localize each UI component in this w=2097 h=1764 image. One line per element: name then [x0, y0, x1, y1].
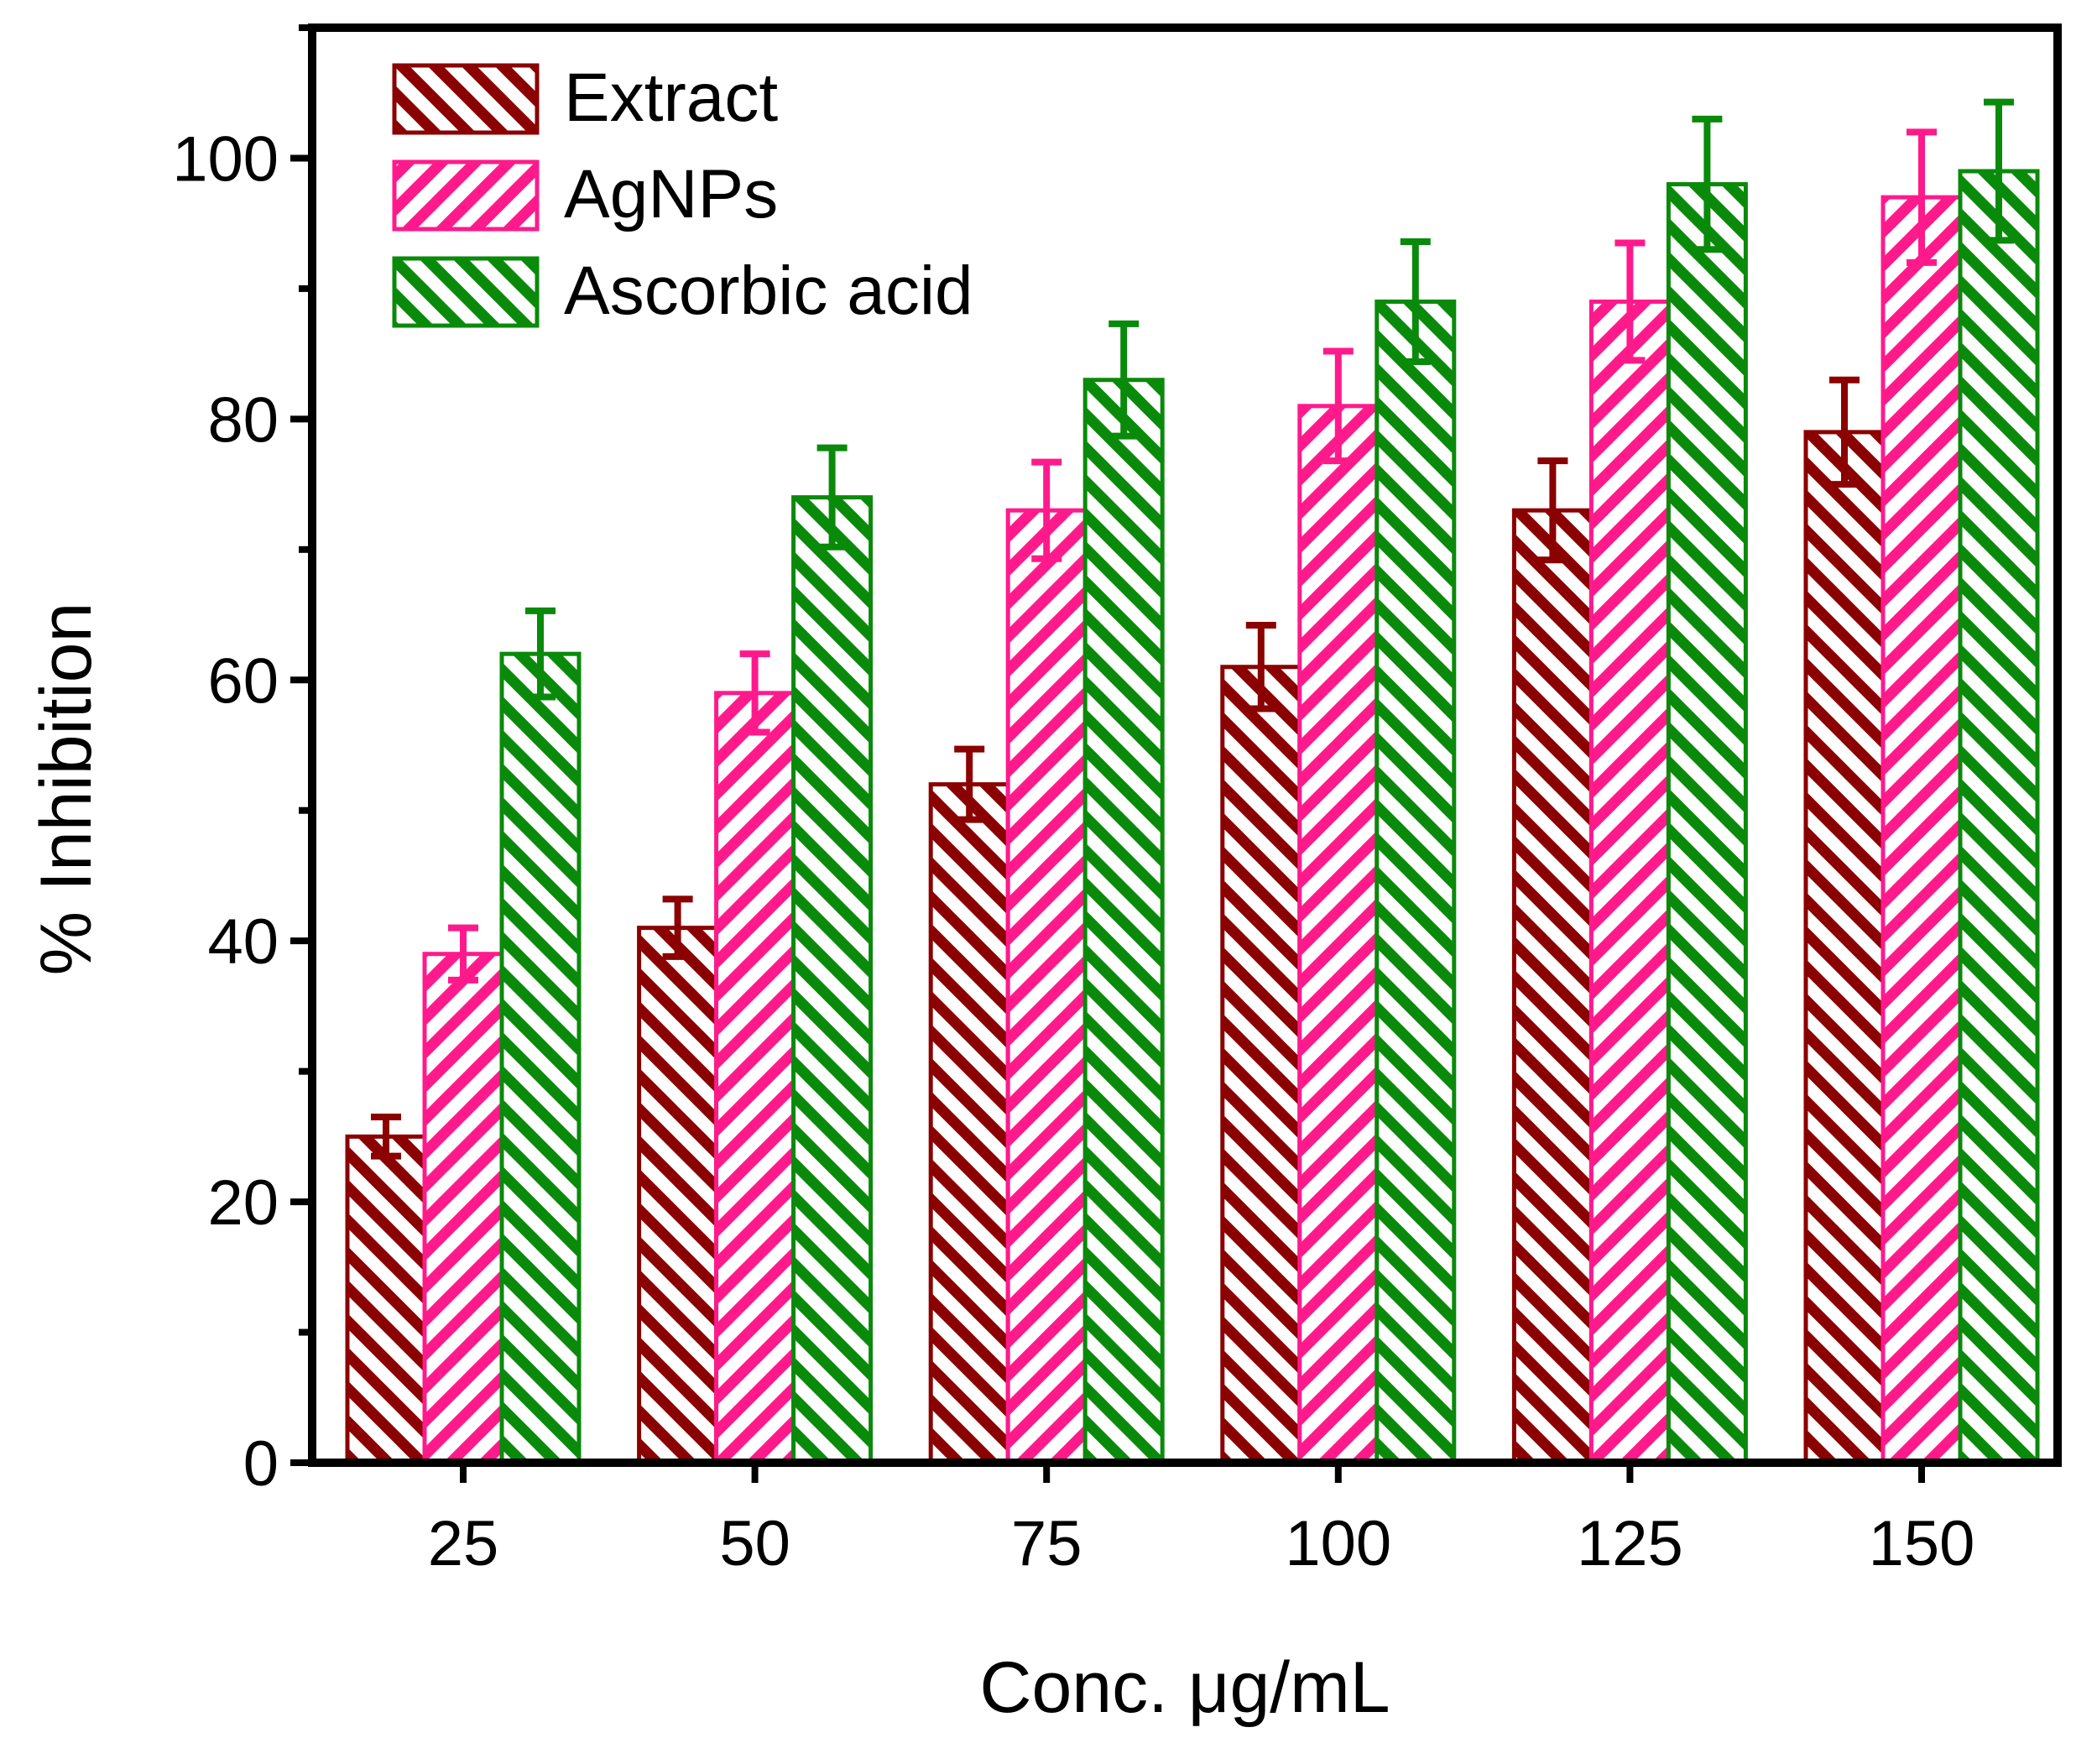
- bar-extract-50: [637, 926, 719, 1465]
- y-axis-title: % Inhibition: [26, 603, 107, 976]
- bar-ascorbic-acid-75: [1082, 378, 1165, 1465]
- error-bar-ascorbic-acid-25: [525, 607, 556, 701]
- x-tick-label-100: 100: [1285, 1508, 1391, 1579]
- x-axis-ticks: 25 50 75 100 125 150: [428, 1463, 1975, 1579]
- error-bar-agnps-125: [1614, 239, 1646, 364]
- error-bar-agnps-25: [448, 924, 478, 984]
- bar-agnps-50: [714, 691, 796, 1465]
- y-tick-label-100: 100: [172, 123, 279, 195]
- bar-ascorbic-acid-150: [1958, 169, 2040, 1465]
- error-bar-agnps-50: [739, 650, 770, 736]
- error-bar-agnps-150: [1907, 128, 1937, 266]
- bars-layer: [345, 169, 2040, 1465]
- bar-extract-100: [1220, 665, 1302, 1465]
- bar-agnps-25: [422, 952, 504, 1465]
- error-bar-ascorbic-acid-75: [1108, 320, 1140, 440]
- plot-frame: [308, 23, 2062, 1467]
- bar-extract-125: [1511, 508, 1594, 1465]
- error-bar-agnps-75: [1031, 458, 1062, 562]
- legend-label-agnps: AgNPs: [564, 156, 778, 232]
- error-bars-layer: [371, 98, 2014, 1160]
- bar-agnps-100: [1297, 404, 1380, 1465]
- error-bar-ascorbic-acid-125: [1692, 115, 1723, 253]
- bar-extract-150: [1803, 430, 1886, 1465]
- y-tick-label-60: 60: [207, 645, 279, 717]
- legend-swatch-agnps: [392, 159, 540, 232]
- bar-agnps-125: [1588, 299, 1671, 1465]
- y-tick-label-80: 80: [207, 384, 279, 456]
- error-bar-extract-50: [662, 895, 693, 960]
- error-bar-ascorbic-acid-50: [816, 444, 848, 551]
- x-tick-label-125: 125: [1577, 1508, 1683, 1579]
- y-tick-label-20: 20: [207, 1167, 279, 1239]
- x-tick-label-25: 25: [428, 1508, 499, 1579]
- y-axis-ticks: 0 20 40 60 80 100: [172, 24, 312, 1500]
- bar-ascorbic-acid-25: [499, 651, 582, 1465]
- x-tick-label-50: 50: [719, 1508, 790, 1579]
- bar-agnps-150: [1881, 195, 1963, 1465]
- bar-agnps-75: [1005, 508, 1088, 1465]
- error-bar-extract-25: [371, 1114, 401, 1160]
- bar-ascorbic-acid-100: [1375, 299, 1457, 1465]
- error-bar-extract-75: [954, 745, 985, 823]
- legend-swatch-ascorbic-acid: [392, 256, 540, 328]
- error-bar-ascorbic-acid-150: [1984, 98, 2014, 244]
- error-bar-extract-150: [1829, 376, 1860, 488]
- error-bar-extract-125: [1537, 457, 1568, 564]
- legend-label-ascorbic-acid: Ascorbic acid: [564, 253, 973, 329]
- error-bar-agnps-100: [1322, 347, 1354, 465]
- legend: Extract AgNPs Ascorbic acid: [392, 60, 973, 329]
- y-tick-label-0: 0: [243, 1428, 279, 1500]
- legend-label-extract: Extract: [564, 60, 778, 136]
- bar-ascorbic-acid-125: [1666, 182, 1748, 1465]
- x-axis-title: Conc. μg/mL: [979, 1647, 1390, 1728]
- bar-extract-75: [928, 782, 1010, 1465]
- bar-extract-25: [345, 1134, 427, 1465]
- error-bar-ascorbic-acid-100: [1400, 237, 1431, 365]
- error-bar-extract-100: [1245, 621, 1276, 712]
- y-tick-label-40: 40: [207, 906, 279, 978]
- x-tick-label-150: 150: [1869, 1508, 1975, 1579]
- legend-swatch-extract: [392, 63, 540, 135]
- x-tick-label-75: 75: [1011, 1508, 1082, 1579]
- bar-ascorbic-acid-50: [791, 495, 874, 1465]
